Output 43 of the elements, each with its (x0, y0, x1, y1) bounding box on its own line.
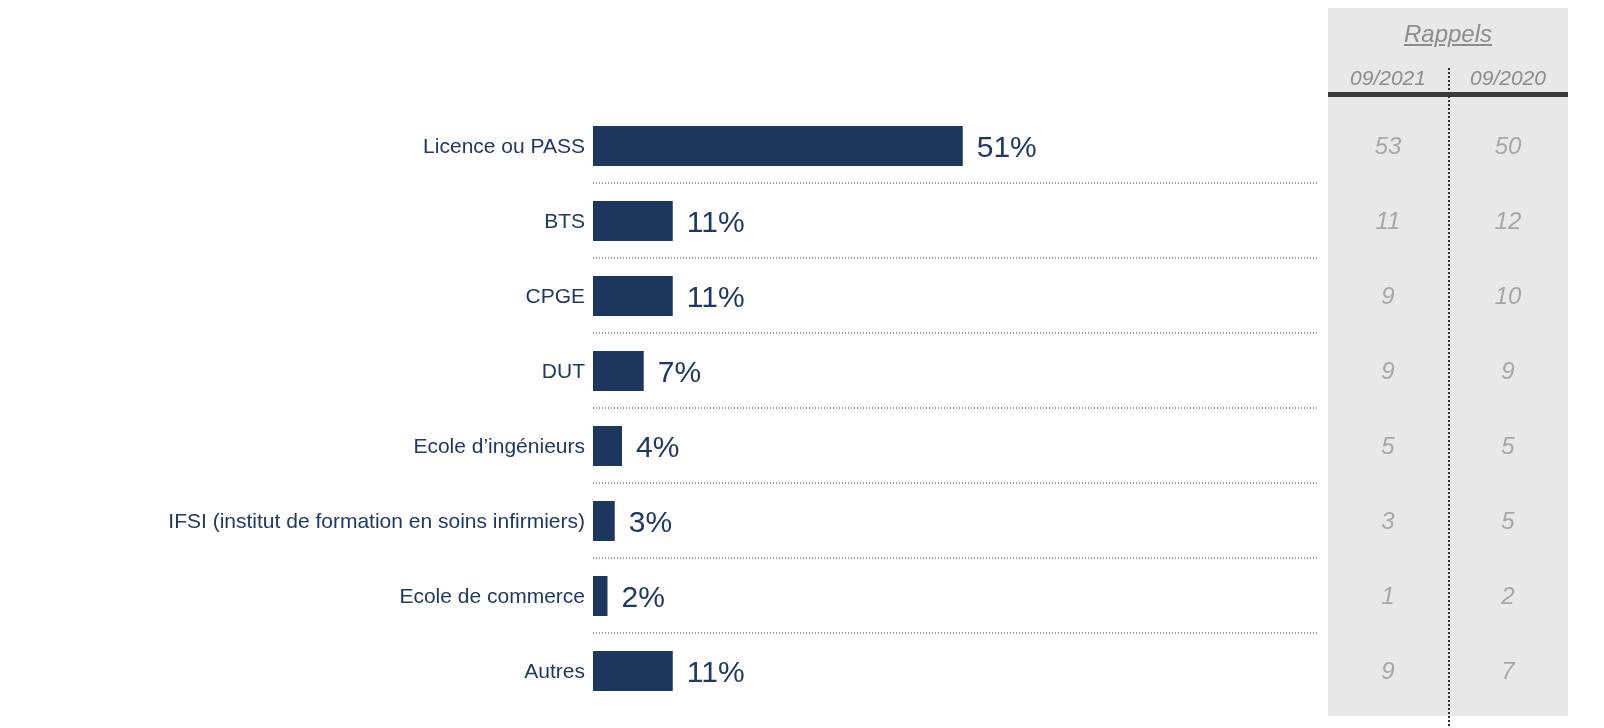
y-tick-label: IFSI (institut de formation en soins infirmiers) (168, 508, 585, 532)
text: 9 (1500, 357, 1516, 385)
text: 5 (1500, 432, 1516, 460)
y-tick-label: Ecole de commerce (399, 583, 585, 607)
text: 2 (1500, 582, 1516, 610)
y-tick-label: Autres (524, 658, 585, 682)
data-label: 11% (686, 654, 745, 688)
y-tick-label: Licence ou PASS (423, 133, 585, 157)
text: 3 (1380, 507, 1396, 535)
bar (593, 201, 673, 241)
data-label: 11% (686, 204, 745, 238)
text: 5 (1380, 432, 1396, 460)
bar (593, 576, 608, 616)
data-label: 2% (621, 579, 665, 613)
data-label: 3% (628, 504, 673, 538)
text: 09/2021 (1349, 66, 1427, 90)
text: 10 (1493, 282, 1523, 310)
y-tick-label: DUT (541, 358, 586, 382)
text: 09/2020 (1469, 66, 1547, 90)
text: 7 (1500, 657, 1517, 685)
data-label: 7% (657, 354, 702, 388)
text: 50 (1493, 132, 1523, 160)
bar (593, 351, 644, 391)
text: 11 (1374, 207, 1402, 235)
text: 53 (1373, 132, 1403, 160)
bar (593, 126, 963, 166)
y-tick-label: CPGE (525, 283, 585, 307)
y-tick-label: Ecole d’ingénieurs (413, 433, 585, 457)
text: 12 (1493, 207, 1523, 235)
text: 5 (1500, 507, 1516, 535)
bar (593, 651, 673, 691)
bar (593, 276, 673, 316)
data-label: 11% (686, 279, 745, 313)
text: 9 (1380, 282, 1396, 310)
y-tick-label: BTS (544, 208, 585, 232)
data-label: 4% (636, 429, 680, 463)
data-label: 51% (976, 129, 1037, 163)
bar (593, 426, 622, 466)
text: 9 (1380, 357, 1396, 385)
text: 9 (1380, 657, 1396, 685)
bar (593, 501, 615, 541)
text: Rappels (1402, 20, 1494, 48)
text: 1 (1380, 582, 1396, 610)
